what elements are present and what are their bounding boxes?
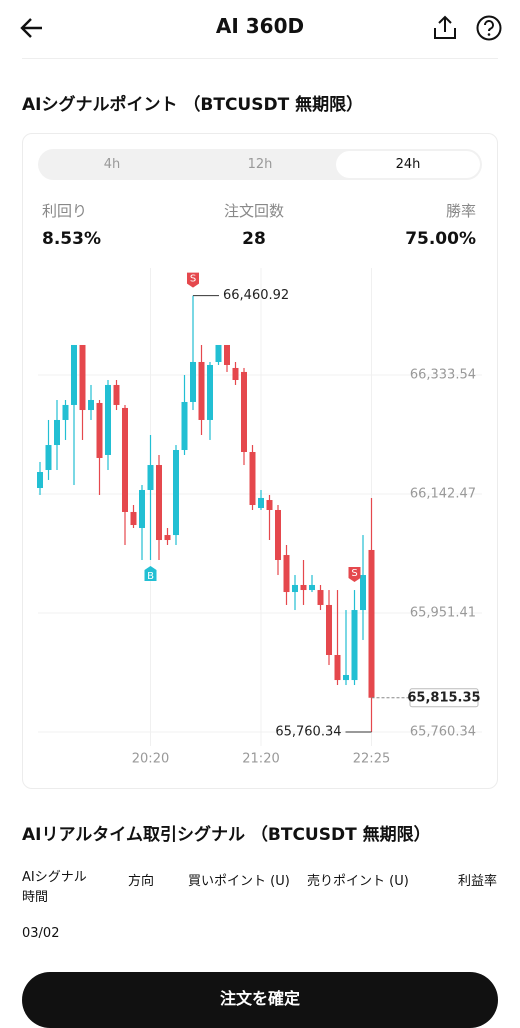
signal-marker (348, 567, 361, 583)
candle-body (207, 364, 213, 420)
candle-body (334, 654, 341, 681)
annotation: 65,760.34 (275, 725, 341, 740)
share-button[interactable] (432, 14, 458, 42)
candle-body (300, 584, 307, 591)
table-header-cell: 利益率 (458, 874, 498, 889)
x-tick-label: 20:20 (132, 752, 169, 767)
candle-body (190, 361, 196, 402)
candle-body (96, 402, 103, 458)
candle-body (266, 500, 273, 510)
annotation: 66,460.92 (223, 288, 289, 303)
candle-body (139, 489, 145, 528)
candle-body (198, 361, 205, 420)
y-tick-label: 66,142.47 (410, 487, 476, 502)
candle-body (105, 384, 111, 455)
candle-body (181, 401, 188, 451)
stat-value: 8.53% (42, 229, 101, 249)
chart-card (22, 133, 498, 789)
candle-body (258, 497, 264, 508)
candle-body (317, 590, 324, 605)
y-tick-label: 66,333.54 (410, 367, 476, 382)
candle-body (360, 575, 366, 611)
candle-body (232, 367, 239, 380)
candle-body (173, 450, 179, 536)
candle-body (351, 610, 358, 681)
last-price-box (409, 688, 479, 708)
confirm-button[interactable]: 注文を確定 (22, 972, 498, 1028)
signal-marker (144, 566, 157, 582)
divider (22, 58, 498, 59)
table-header-cell: 買いポイント (U) (188, 874, 290, 889)
stat-value: 28 (242, 229, 266, 249)
candle-body (71, 344, 77, 405)
candle-body (283, 555, 290, 593)
stat-label: 利回り (42, 202, 88, 220)
candle-body (309, 584, 315, 591)
candle-body (147, 465, 154, 490)
candle-body (215, 344, 222, 362)
candle-body (292, 584, 298, 593)
signal-label: B (147, 571, 154, 582)
back-button[interactable] (18, 16, 46, 40)
y-tick-label: 65,760.34 (410, 725, 476, 740)
section-title: AIリアルタイム取引シグナル （BTCUSDT 無期限） (22, 825, 431, 845)
stat-label: 注文回数 (223, 202, 284, 220)
tab[interactable]: 24h (336, 151, 480, 178)
tab[interactable]: 12h (247, 157, 273, 172)
candle-body (343, 674, 349, 681)
y-tick-label: 65,951.41 (410, 606, 476, 621)
stat-label: 勝率 (445, 202, 476, 220)
candle-body (156, 465, 162, 541)
candle-body (224, 344, 230, 365)
candle-body (79, 344, 86, 411)
candle-body (249, 451, 256, 506)
help-button[interactable] (475, 14, 503, 42)
candle-body (88, 399, 94, 411)
candle-body (326, 604, 332, 655)
x-tick-label: 21:20 (242, 752, 279, 767)
candle-body (54, 419, 60, 446)
stat-value: 75.00% (405, 229, 476, 249)
candle-body (368, 549, 375, 698)
candle-body (275, 509, 281, 561)
candle-body (122, 407, 128, 512)
candle-body (37, 471, 43, 489)
signal-marker (187, 272, 199, 288)
signal-label: S (351, 568, 357, 579)
candle-body (113, 384, 120, 405)
table-cell: 03/02 (22, 926, 60, 941)
candle-body (45, 445, 52, 471)
candle-body (62, 404, 69, 420)
tab-bar: 4h 12h 24h (38, 149, 482, 180)
last-price-label: 65,815.35 (407, 690, 480, 705)
candle-body (241, 371, 247, 452)
table-header-cell: AIシグナル時間 (22, 870, 87, 905)
x-tick-label: 22:25 (353, 752, 390, 767)
page-title: AI 360D (215, 14, 305, 38)
table-header-cell: 売りポイント (U) (307, 874, 409, 889)
table-header-cell: 方向 (128, 874, 155, 889)
section-title: AIシグナルポイント （BTCUSDT 無期限） (22, 95, 364, 115)
signal-label: S (190, 274, 196, 285)
candle-body (164, 535, 171, 541)
tab[interactable]: 4h (103, 157, 121, 172)
chart: 65,760.34 65,951.41 66,142.47 66,333.54 20:2… (37, 268, 482, 767)
candle-body (130, 511, 137, 526)
